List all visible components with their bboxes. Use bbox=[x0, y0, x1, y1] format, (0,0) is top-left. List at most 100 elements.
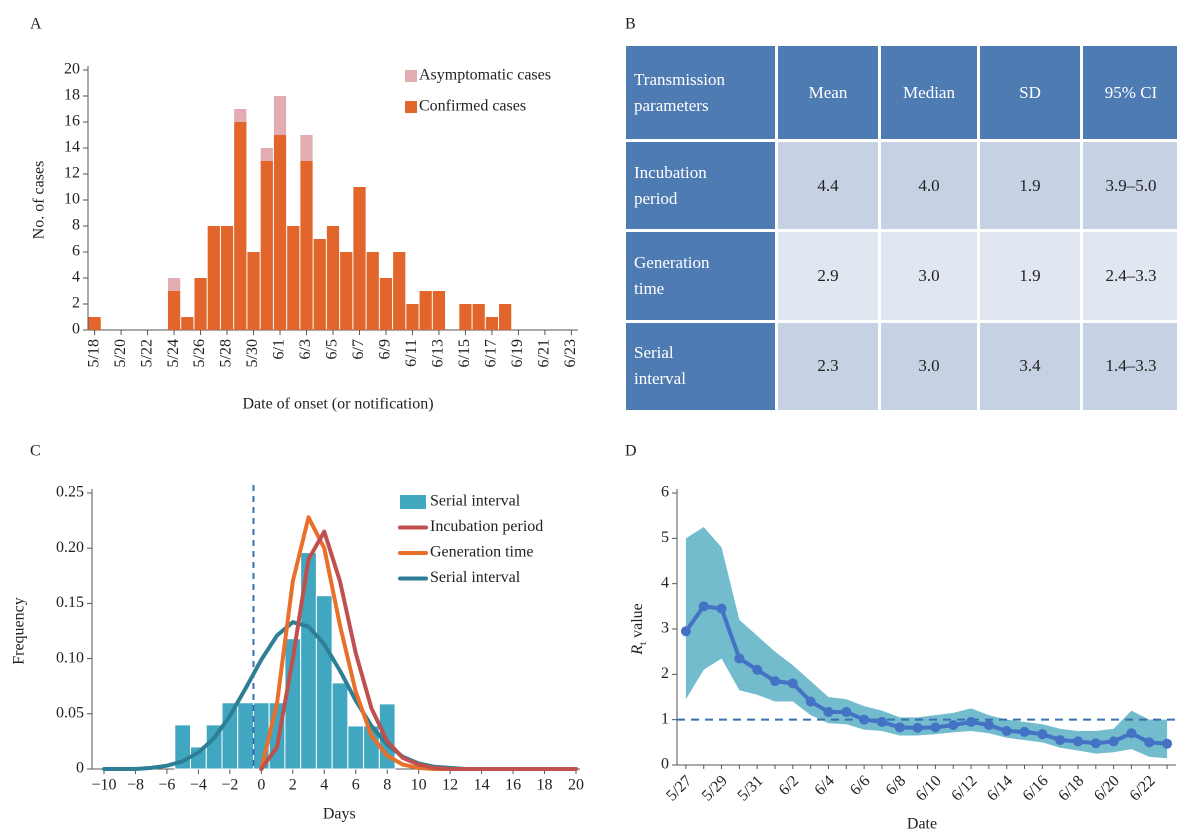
x-tick-label: 5/24 bbox=[165, 339, 182, 367]
x-tick-label: −2 bbox=[221, 777, 238, 794]
histogram-bar bbox=[347, 725, 365, 770]
x-tick-label: 6/3 bbox=[297, 339, 314, 359]
legend-label: Asymptomatic cases bbox=[419, 67, 551, 84]
y-tick-label: 2 bbox=[661, 665, 669, 682]
x-tick-label: 6/10 bbox=[913, 772, 945, 804]
table-row: Incubation period 4.4 4.0 1.9 3.9–5.0 bbox=[623, 138, 1177, 233]
bar bbox=[326, 226, 340, 330]
cell: 1.9 bbox=[977, 229, 1083, 323]
y-tick-label: 1 bbox=[661, 710, 669, 727]
x-tick-label: 12 bbox=[442, 777, 458, 794]
panel-label: D bbox=[625, 443, 637, 460]
x-tick-label: −10 bbox=[91, 777, 116, 794]
y-axis-label: Rt value bbox=[629, 603, 649, 656]
y-tick-label: 14 bbox=[64, 139, 80, 156]
bar bbox=[273, 135, 287, 330]
x-tick-label: 5/29 bbox=[699, 772, 731, 804]
point bbox=[1162, 738, 1173, 749]
legend-label: Incubation period bbox=[430, 518, 543, 535]
y-tick-label: 0.05 bbox=[56, 704, 84, 721]
x-tick-label: 5/26 bbox=[191, 339, 208, 367]
x-tick-label: 6/11 bbox=[403, 339, 420, 367]
curve bbox=[259, 529, 578, 771]
row-header: Generation time bbox=[623, 229, 778, 323]
point bbox=[894, 722, 905, 733]
bar bbox=[406, 304, 419, 330]
point bbox=[1037, 729, 1048, 740]
bar bbox=[88, 317, 101, 330]
point bbox=[1108, 736, 1119, 747]
y-tick-label: 5 bbox=[661, 529, 669, 546]
y-label-text: value bbox=[629, 603, 646, 638]
legend-label: Serial interval bbox=[430, 569, 521, 586]
y-tick-label: 0.15 bbox=[56, 594, 84, 611]
bar bbox=[167, 291, 181, 330]
y-tick-label: 0.25 bbox=[56, 484, 84, 501]
x-tick-label: 16 bbox=[505, 777, 521, 794]
point bbox=[1126, 728, 1137, 739]
bar bbox=[234, 109, 247, 122]
point bbox=[1090, 738, 1101, 749]
y-tick-label: 0 bbox=[661, 756, 669, 773]
header-cell: Transmission parameters bbox=[623, 43, 778, 142]
bar bbox=[181, 317, 194, 330]
point bbox=[823, 706, 834, 717]
header-cell: Median bbox=[878, 43, 980, 142]
legend-swatch bbox=[405, 70, 417, 82]
bar bbox=[353, 187, 366, 330]
y-label-symbol: R bbox=[629, 645, 646, 656]
legend-label: Generation time bbox=[430, 544, 534, 561]
x-tick-label: 5/30 bbox=[244, 339, 261, 367]
point bbox=[966, 716, 977, 727]
x-tick-label: 6/22 bbox=[1127, 772, 1159, 804]
y-tick-label: 6 bbox=[72, 243, 80, 260]
bar bbox=[247, 252, 260, 330]
x-tick-label: 6/1 bbox=[271, 339, 288, 359]
x-tick-label: 14 bbox=[474, 777, 490, 794]
x-tick-label: 6/6 bbox=[847, 772, 873, 798]
point bbox=[805, 696, 816, 707]
x-tick-label: 6/5 bbox=[324, 339, 341, 359]
point bbox=[716, 603, 727, 614]
bar bbox=[419, 291, 432, 330]
bar bbox=[220, 226, 234, 330]
bar bbox=[234, 122, 247, 330]
y-tick-label: 3 bbox=[661, 620, 669, 637]
y-axis-label: Frequency bbox=[11, 597, 28, 665]
panel-label: B bbox=[625, 16, 636, 33]
parameter-table: Transmission parameters Mean Median SD 9… bbox=[623, 43, 1177, 414]
bar bbox=[472, 304, 485, 330]
x-tick-label: 6/2 bbox=[776, 772, 802, 798]
x-tick-label: 5/20 bbox=[112, 339, 129, 367]
bar bbox=[459, 304, 472, 330]
legend-swatch bbox=[400, 495, 426, 509]
x-tick-label: −4 bbox=[190, 777, 207, 794]
y-tick-label: 2 bbox=[72, 295, 80, 312]
y-tick-label: 6 bbox=[661, 484, 669, 501]
bar bbox=[273, 96, 287, 135]
point bbox=[859, 714, 870, 725]
y-tick-label: 0 bbox=[76, 760, 84, 777]
bar bbox=[340, 252, 353, 330]
point bbox=[787, 678, 798, 689]
x-tick-label: 20 bbox=[568, 777, 584, 794]
x-axis-label: Date of onset (or notification) bbox=[242, 396, 433, 413]
header-cell: Mean bbox=[775, 43, 881, 142]
confidence-band bbox=[685, 527, 1168, 759]
cell: 4.0 bbox=[878, 138, 980, 233]
cell: 1.4–3.3 bbox=[1080, 319, 1177, 414]
legend-label: Confirmed cases bbox=[419, 98, 526, 115]
x-tick-label: 5/22 bbox=[138, 339, 155, 367]
bar bbox=[167, 278, 181, 291]
row-header: Serial interval bbox=[623, 319, 778, 414]
x-tick-label: 6/7 bbox=[350, 339, 367, 359]
header-cell: 95% CI bbox=[1080, 43, 1177, 142]
point bbox=[1055, 735, 1066, 746]
y-tick-label: 0.20 bbox=[56, 539, 84, 556]
x-tick-label: 6/9 bbox=[377, 339, 394, 359]
bar bbox=[485, 317, 499, 330]
x-tick-label: 5/27 bbox=[663, 772, 695, 804]
point bbox=[1019, 726, 1030, 737]
x-tick-label: 6/21 bbox=[536, 339, 553, 367]
legend-swatch bbox=[405, 101, 417, 113]
